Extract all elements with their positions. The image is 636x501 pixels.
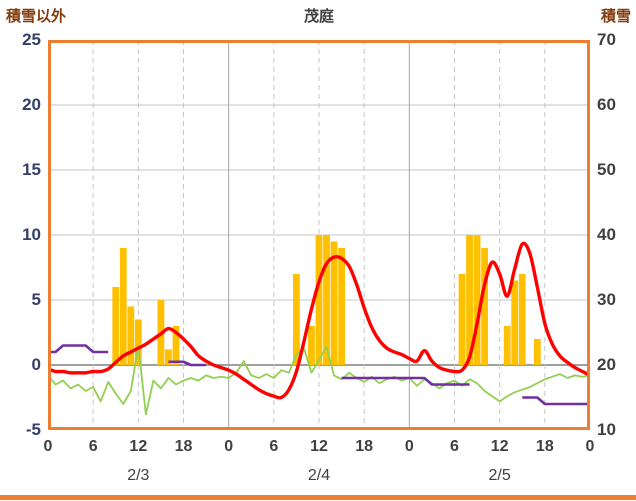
- x-axis-tick: 12: [310, 438, 328, 455]
- x-axis-tick: 12: [129, 438, 148, 455]
- left-axis-tick: 5: [31, 290, 41, 309]
- x-axis-tick: 12: [490, 438, 509, 455]
- left-axis-tick: -5: [25, 420, 41, 439]
- chart-title: 茂庭: [303, 8, 334, 25]
- right-axis-title: 積雪: [600, 8, 631, 25]
- x-axis-tick: 0: [585, 438, 595, 455]
- left-axis-tick: 20: [22, 95, 41, 114]
- x-axis-tick: 18: [355, 438, 374, 455]
- x-axis-tick: 0: [43, 438, 53, 455]
- left-axis-tick: 10: [22, 225, 41, 244]
- right-axis-tick: 30: [597, 290, 616, 309]
- x-axis-tick: 6: [450, 438, 459, 455]
- date-label: 2/3: [127, 467, 150, 484]
- left-axis-tick: 0: [31, 355, 41, 374]
- left-axis-tick: 15: [22, 160, 41, 179]
- x-axis-tick: 0: [404, 438, 414, 455]
- x-axis-tick: 18: [174, 438, 193, 455]
- right-axis-tick: 20: [597, 355, 616, 374]
- right-axis-tick: 10: [597, 420, 616, 439]
- left-axis-title: 積雪以外: [6, 8, 67, 25]
- date-label: 2/4: [307, 467, 331, 484]
- x-axis-tick: 6: [88, 438, 98, 455]
- x-axis-tick: 0: [224, 438, 234, 455]
- plot-area: [48, 40, 590, 430]
- date-label: 2/5: [488, 467, 511, 484]
- right-axis-tick: 40: [597, 225, 616, 244]
- x-axis-tick: 18: [535, 438, 554, 455]
- right-axis-tick: 50: [597, 160, 616, 179]
- x-axis-tick: 6: [269, 438, 279, 455]
- right-axis-tick: 60: [597, 95, 616, 114]
- bottom-orange-strip: [0, 495, 636, 500]
- right-axis-tick: 70: [597, 30, 616, 49]
- left-axis-tick: 25: [22, 30, 41, 49]
